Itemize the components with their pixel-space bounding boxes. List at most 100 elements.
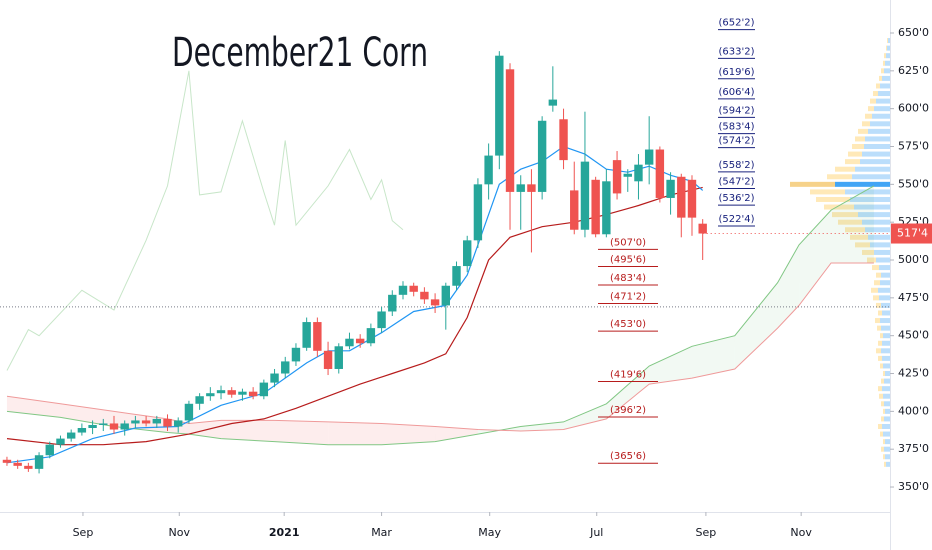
volume-profile-down (852, 144, 864, 150)
level-label: (495'6) (610, 254, 646, 265)
candle-body (270, 373, 279, 383)
candle-body (505, 69, 515, 192)
candle-body (409, 285, 418, 292)
volume-profile-up (850, 196, 890, 202)
volume-profile-up (878, 91, 890, 97)
volume-profile-down (862, 121, 870, 127)
candle-body (34, 455, 44, 469)
y-tick-label: 550'0 (898, 177, 929, 190)
level-label: (522'4) (718, 214, 754, 225)
candle-body (355, 338, 365, 344)
volume-profile-down (876, 348, 881, 354)
cloud-fill (435, 426, 478, 442)
candle-body (559, 119, 568, 161)
volume-profile-up (865, 227, 890, 233)
level-label: (453'0) (610, 319, 646, 330)
level-label: (619'6) (718, 67, 754, 78)
cloud-fill (563, 403, 607, 430)
candle-body (99, 423, 108, 425)
cloud-fill (649, 346, 692, 385)
volume-profile-down (883, 439, 885, 445)
volume-profile-up (882, 310, 890, 316)
candle-body (313, 322, 322, 351)
candle-body (377, 311, 386, 329)
candle-body (281, 361, 290, 374)
x-tick-label: Nov (169, 526, 191, 539)
volume-profile-up (880, 280, 890, 286)
volume-profile-down (871, 287, 878, 293)
volume-profile-down (879, 75, 882, 81)
volume-profile-up (884, 416, 890, 422)
y-tick-label: 575'0 (898, 140, 929, 153)
chart-annotation: December21 Corn (172, 30, 428, 76)
volume-profile-up (888, 38, 890, 44)
volume-profile-down (878, 355, 882, 361)
volume-profile-down (876, 302, 881, 308)
candle-body (109, 423, 119, 430)
volume-profile-down (845, 227, 865, 233)
last-price-tag (891, 223, 932, 244)
cloud-fill (328, 421, 382, 445)
candle-body (623, 173, 632, 177)
volume-profile-down (883, 371, 885, 377)
candle-body (687, 179, 697, 218)
x-tick-label: Nov (790, 526, 812, 539)
volume-profile-up (884, 378, 890, 384)
volume-profile-down (881, 378, 884, 384)
cloud-span-a (6, 185, 875, 446)
volume-profile-down (867, 257, 876, 263)
cloud-fill (691, 335, 735, 379)
candle-body (537, 120, 547, 192)
volume-profile-up (835, 181, 890, 187)
volume-profile-up (845, 189, 890, 195)
x-tick-label: Jul (589, 526, 603, 539)
candle-body (345, 338, 354, 347)
candle-body (174, 420, 183, 427)
cloud-fill (221, 420, 275, 442)
volume-profile-down (883, 454, 885, 460)
level-label: (574'2) (718, 136, 754, 147)
level-label: (594'2) (718, 105, 754, 116)
volume-profile-down (872, 265, 879, 271)
volume-profile-up (878, 287, 890, 293)
cloud-fill (274, 420, 329, 445)
cloud-fill (606, 365, 650, 419)
volume-profile-down (855, 136, 865, 142)
volume-profile-up (883, 363, 890, 369)
volume-profile-up (883, 333, 890, 339)
candle-body (120, 423, 129, 430)
volume-profile-down (874, 280, 880, 286)
volume-profile-down (878, 340, 882, 346)
volume-profile-up (883, 393, 890, 399)
volume-profile-up (886, 53, 890, 59)
last-price-label: 517'4 (897, 227, 928, 240)
candle-body (666, 179, 675, 198)
y-tick-label: 600'0 (898, 102, 929, 115)
volume-profile-up (885, 371, 890, 377)
volume-profile-up (884, 401, 890, 407)
candle-body (227, 390, 236, 395)
cloud-span-b (6, 262, 874, 432)
volume-profile-down (845, 159, 860, 165)
volume-profile-up (882, 355, 890, 361)
level-label: (483'4) (610, 273, 646, 284)
volume-profile-down (790, 181, 835, 187)
volume-profile-up (881, 272, 890, 278)
x-tick-label: 2021 (269, 526, 300, 539)
volume-profile-up (880, 83, 890, 89)
candle-body (484, 155, 493, 185)
candle-body (248, 391, 258, 397)
volume-profile-down (810, 189, 845, 195)
volume-profile-up (864, 144, 890, 150)
candle-body (195, 396, 204, 404)
volume-profile-up (862, 219, 890, 225)
volume-profile-down (868, 106, 874, 112)
volume-profile-up (872, 113, 890, 119)
candle-body (2, 459, 12, 463)
level-label: (633'2) (718, 46, 754, 57)
x-tick-label: Sep (73, 526, 94, 539)
volume-profile-up (855, 166, 890, 172)
